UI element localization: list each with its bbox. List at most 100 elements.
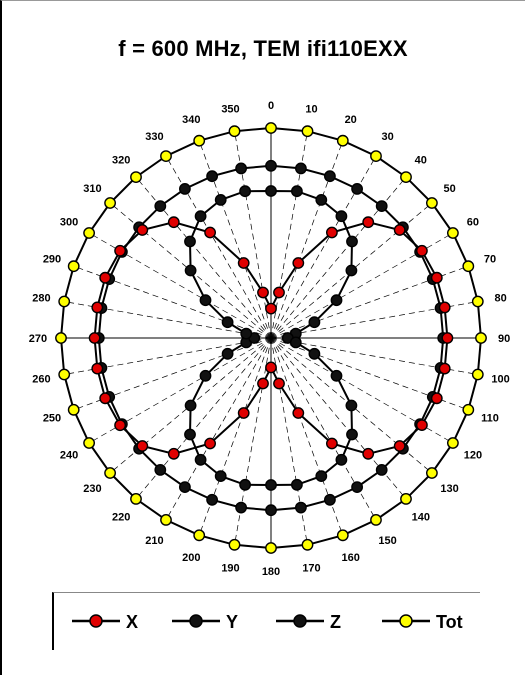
tick-label-280: 280 — [32, 293, 50, 305]
tick-label-90: 90 — [498, 333, 510, 345]
point-y-30 — [335, 210, 348, 223]
point-y-320 — [184, 235, 196, 248]
tick-label-120: 120 — [464, 450, 482, 462]
point-tot-190 — [228, 538, 241, 551]
tick-label-30: 30 — [381, 131, 393, 143]
point-tot-300 — [83, 227, 96, 239]
tick-label-220: 220 — [112, 512, 130, 524]
point-tot-110 — [462, 403, 475, 416]
point-z-220 — [154, 463, 167, 476]
tick-label-170: 170 — [302, 563, 320, 575]
legend-marker — [89, 614, 103, 628]
legend-marker — [293, 614, 307, 628]
point-x-70 — [430, 271, 443, 284]
grid-spoke — [135, 337, 272, 500]
point-y-310 — [184, 264, 197, 277]
tick-label-140: 140 — [412, 512, 430, 524]
point-x-290 — [99, 271, 112, 284]
point-x-50 — [393, 224, 406, 236]
point-x-300 — [114, 244, 127, 257]
point-y-220 — [184, 428, 196, 441]
tick-label-310: 310 — [83, 183, 101, 195]
point-tot-340 — [193, 134, 206, 147]
point-tot-200 — [193, 529, 206, 542]
point-x-270 — [88, 332, 101, 344]
point-tot-70 — [462, 260, 475, 273]
point-x-90 — [441, 332, 454, 344]
point-tot-160 — [336, 529, 349, 542]
point-tot-330 — [160, 150, 172, 163]
point-y-0 — [265, 185, 277, 197]
legend-marker — [189, 614, 203, 628]
point-x-200 — [237, 407, 250, 419]
point-y-120 — [330, 369, 343, 382]
point-z-320 — [154, 200, 167, 213]
point-x-110 — [430, 392, 443, 405]
tick-label-200: 200 — [182, 552, 200, 564]
point-tot-180 — [265, 542, 277, 554]
tick-label-80: 80 — [494, 293, 506, 305]
point-x-250 — [99, 392, 112, 405]
point-tot-100 — [471, 368, 484, 381]
point-x-130 — [393, 440, 406, 452]
tick-label-150: 150 — [378, 535, 396, 547]
tick-label-10: 10 — [305, 103, 317, 115]
point-tot-90 — [475, 332, 487, 344]
legend-label: Tot — [436, 612, 463, 632]
point-x-190 — [257, 377, 269, 390]
point-tot-150 — [370, 514, 382, 526]
point-x-320 — [167, 216, 180, 229]
point-tot-60 — [446, 227, 459, 239]
legend-item-tot: Tot — [382, 612, 463, 632]
tick-label-300: 300 — [60, 216, 78, 228]
point-tot-170 — [301, 538, 314, 551]
tick-label-340: 340 — [182, 114, 200, 126]
point-x-30 — [325, 226, 338, 239]
point-y-340 — [214, 193, 227, 206]
point-x-260 — [91, 362, 104, 375]
point-x-40 — [362, 216, 375, 229]
point-y-40 — [346, 235, 358, 248]
point-y-330 — [194, 210, 207, 223]
point-tot-80 — [471, 295, 484, 308]
point-z-150 — [351, 481, 363, 493]
point-x-100 — [438, 362, 451, 375]
point-y-100 — [289, 336, 302, 349]
point-tot-310 — [104, 197, 117, 209]
point-y-10 — [290, 185, 303, 198]
point-y-300 — [199, 294, 212, 307]
point-z-330 — [178, 182, 191, 195]
point-y-130 — [345, 399, 358, 412]
tick-label-130: 130 — [440, 483, 458, 495]
point-x-60 — [415, 244, 428, 257]
point-y-200 — [214, 470, 227, 482]
point-tot-250 — [67, 403, 80, 416]
point-y-210 — [194, 453, 207, 466]
point-x-140 — [362, 447, 375, 460]
point-y-180 — [265, 479, 277, 491]
chart-title: f = 600 MHz, TEM ifi110EXX — [118, 36, 408, 61]
tick-label-70: 70 — [484, 253, 496, 265]
point-x-10 — [273, 286, 285, 299]
point-y-20 — [315, 193, 328, 206]
tick-label-210: 210 — [145, 535, 163, 547]
legend-items: X Y Z Tot — [72, 612, 463, 632]
tick-label-40: 40 — [415, 154, 427, 166]
point-y-240 — [199, 369, 212, 382]
legend-label: Y — [226, 612, 238, 632]
point-x-170 — [273, 377, 285, 390]
point-tot-30 — [370, 150, 382, 163]
legend-marker — [399, 614, 413, 628]
grid-spoke — [270, 176, 407, 339]
point-tot-280 — [58, 295, 71, 308]
point-tot-50 — [425, 197, 438, 209]
point-tot-120 — [446, 437, 459, 449]
point-tot-320 — [130, 171, 142, 184]
legend-item-z: Z — [276, 612, 341, 632]
point-tot-220 — [130, 492, 142, 505]
point-x-150 — [325, 437, 338, 450]
point-tot-40 — [400, 171, 412, 184]
tick-label-260: 260 — [32, 374, 50, 386]
tick-label-270: 270 — [29, 333, 47, 345]
point-y-60 — [330, 294, 343, 307]
